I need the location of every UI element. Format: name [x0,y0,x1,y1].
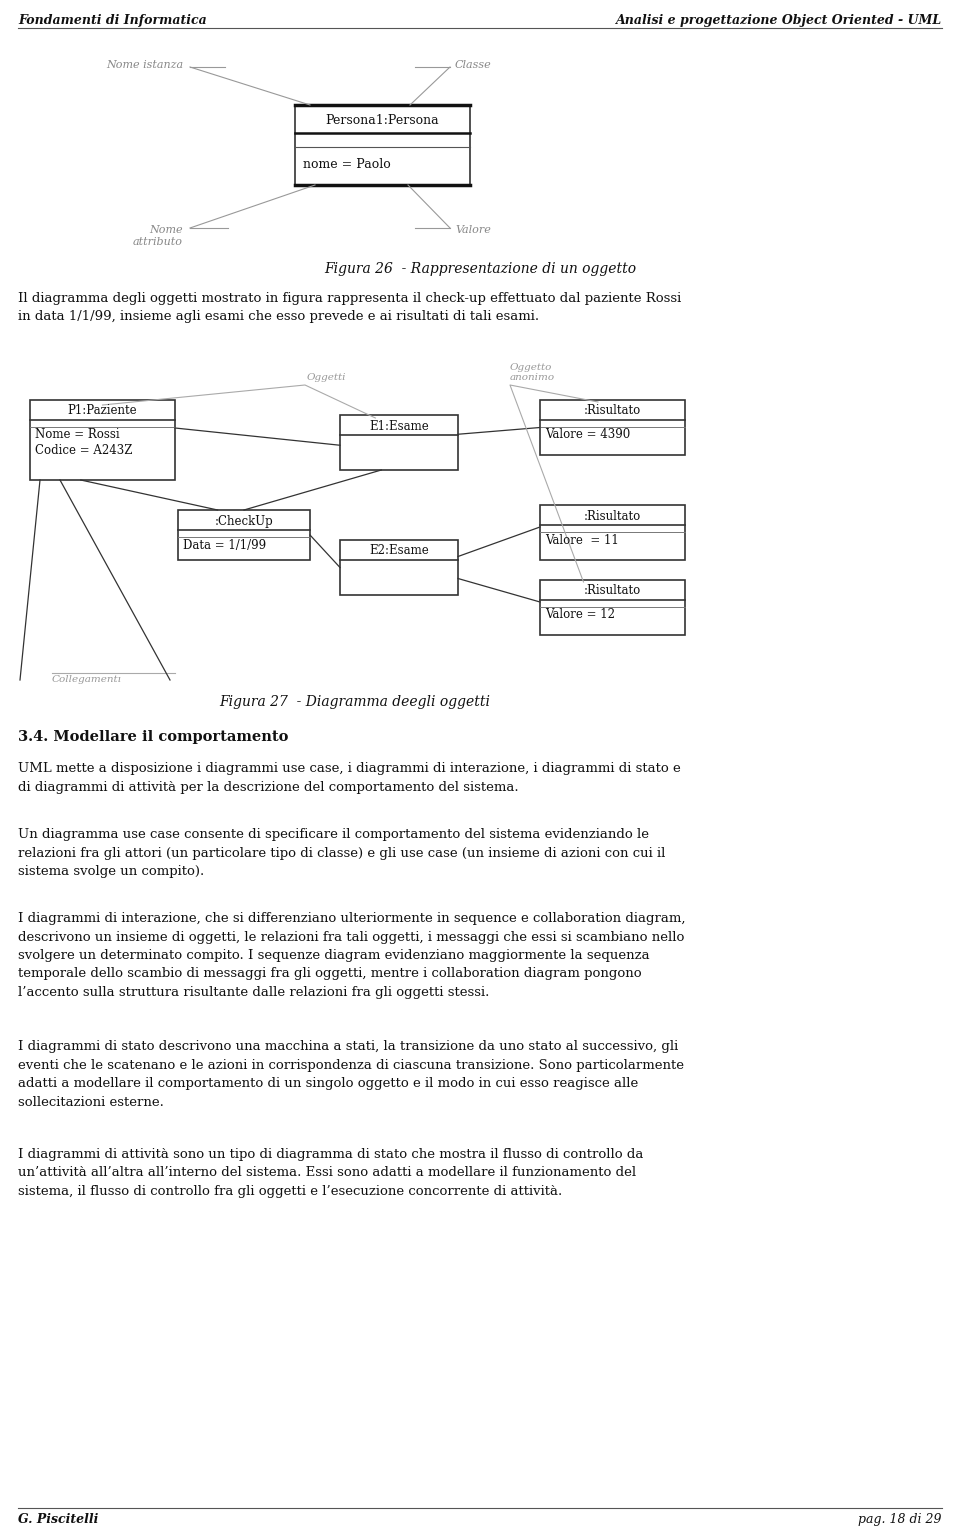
Text: Persona1:Persona: Persona1:Persona [325,113,440,127]
Polygon shape [540,505,685,560]
Text: I diagrammi di interazione, che si differenziano ulteriormente in sequence e col: I diagrammi di interazione, che si diffe… [18,912,685,1000]
Text: Valore: Valore [455,225,491,234]
Text: E1:Esame: E1:Esame [370,419,429,432]
Text: Analisi e progettazione Object Oriented - UML: Analisi e progettazione Object Oriented … [616,14,942,28]
Text: Valore = 4390: Valore = 4390 [545,429,631,441]
Text: Valore = 12: Valore = 12 [545,608,615,622]
Text: Data = 1/1/99: Data = 1/1/99 [183,539,266,551]
Polygon shape [340,540,458,596]
Text: :Risultato: :Risultato [584,404,641,418]
Polygon shape [540,400,685,455]
Text: Classe: Classe [455,60,492,70]
Text: Il diagramma degli oggetti mostrato in figura rappresenta il check-up effettuato: Il diagramma degli oggetti mostrato in f… [18,292,682,323]
Text: Valore  = 11: Valore = 11 [545,533,619,547]
Text: Nome = Rossi: Nome = Rossi [35,429,120,441]
Text: pag. 18 di 29: pag. 18 di 29 [858,1513,942,1526]
Polygon shape [540,580,685,635]
Text: Codice = A243Z: Codice = A243Z [35,444,132,458]
Text: Un diagramma use case consente di specificare il comportamento del sistema evide: Un diagramma use case consente di specif… [18,828,665,877]
Polygon shape [340,415,458,470]
Text: Oggetto
anonimo: Oggetto anonimo [510,363,555,383]
Text: nome = Paolo: nome = Paolo [303,159,391,171]
Text: I diagrammi di attività sono un tipo di diagramma di stato che mostra il flusso : I diagrammi di attività sono un tipo di … [18,1148,643,1197]
Text: Collegamentı: Collegamentı [52,675,122,684]
Text: Oggetti: Oggetti [307,374,347,383]
Polygon shape [178,510,310,560]
Text: UML mette a disposizione i diagrammi use case, i diagrammi di interazione, i dia: UML mette a disposizione i diagrammi use… [18,762,681,793]
Text: I diagrammi di stato descrivono una macchina a stati, la transizione da uno stat: I diagrammi di stato descrivono una macc… [18,1040,684,1108]
Polygon shape [295,106,470,185]
Polygon shape [30,400,175,481]
Text: Fondamenti di Informatica: Fondamenti di Informatica [18,14,206,28]
Text: :CheckUp: :CheckUp [215,514,274,528]
Text: :Risultato: :Risultato [584,510,641,522]
Text: P1:Paziente: P1:Paziente [68,404,137,418]
Text: Figura 26  - Rappresentazione di un oggetto: Figura 26 - Rappresentazione di un ogget… [324,262,636,276]
Text: :Risultato: :Risultato [584,585,641,597]
Text: 3.4. Modellare il comportamento: 3.4. Modellare il comportamento [18,730,288,744]
Text: Nome
attributo: Nome attributo [133,225,183,246]
Text: Nome istanza: Nome istanza [106,60,183,70]
Text: E2:Esame: E2:Esame [370,545,429,557]
Text: Figura 27  - Diagramma deegli oggetti: Figura 27 - Diagramma deegli oggetti [220,695,491,709]
Text: G. Piscitelli: G. Piscitelli [18,1513,98,1526]
